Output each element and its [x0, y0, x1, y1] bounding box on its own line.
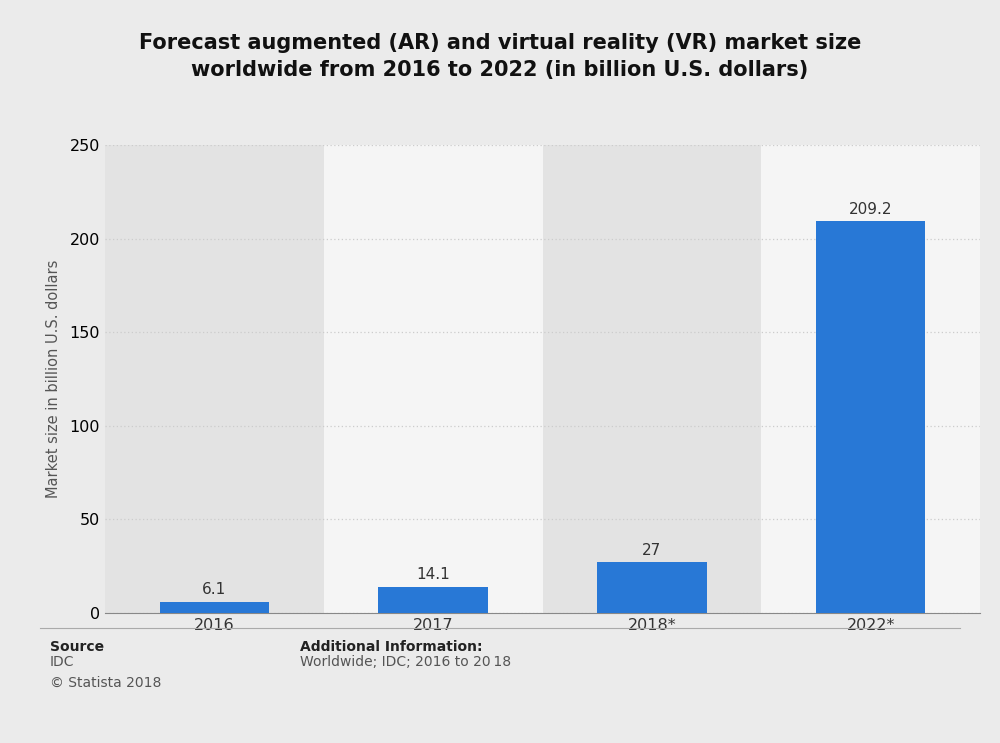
- Text: IDC
© Statista 2018: IDC © Statista 2018: [50, 655, 161, 690]
- Text: Additional Information:: Additional Information:: [300, 640, 482, 655]
- Text: Forecast augmented (AR) and virtual reality (VR) market size
worldwide from 2016: Forecast augmented (AR) and virtual real…: [139, 33, 861, 80]
- Bar: [378, 586, 488, 613]
- Bar: [597, 562, 707, 613]
- Text: Worldwide; IDC; 2016 to 20 18: Worldwide; IDC; 2016 to 20 18: [300, 655, 511, 669]
- Text: 27: 27: [642, 542, 662, 558]
- Bar: [105, 145, 324, 613]
- Bar: [761, 145, 980, 613]
- Text: 209.2: 209.2: [849, 201, 892, 217]
- Bar: [816, 221, 925, 613]
- Text: 6.1: 6.1: [202, 582, 226, 597]
- Bar: [324, 145, 542, 613]
- Text: 14.1: 14.1: [416, 567, 450, 582]
- Y-axis label: Market size in billion U.S. dollars: Market size in billion U.S. dollars: [46, 260, 61, 498]
- Text: Source: Source: [50, 640, 104, 655]
- Bar: [160, 602, 269, 613]
- Bar: [542, 145, 761, 613]
